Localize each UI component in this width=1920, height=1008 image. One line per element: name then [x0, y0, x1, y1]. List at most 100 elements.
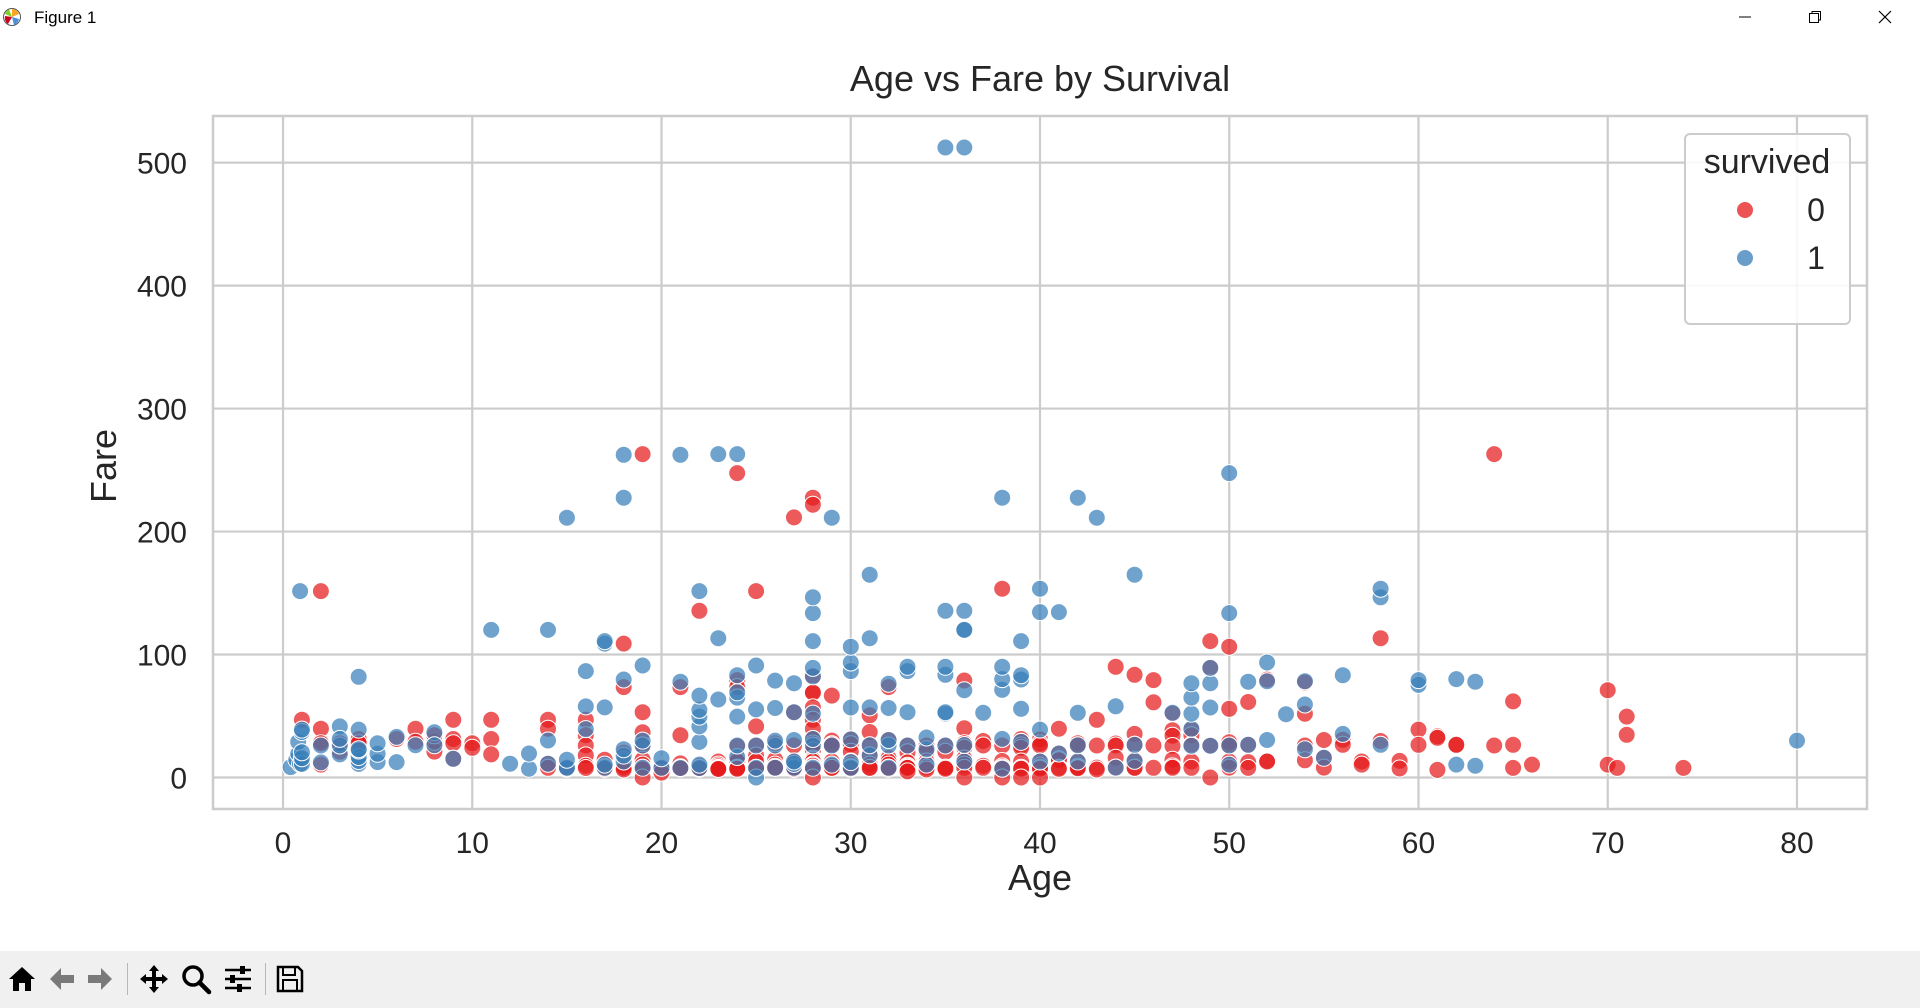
restore-icon: [1809, 11, 1821, 23]
zoom-button[interactable]: [178, 961, 214, 997]
home-icon: [9, 967, 35, 991]
scatter-point-survived-0: [1504, 692, 1523, 711]
legend-marker-1: [1736, 249, 1754, 267]
scatter-point-survived-0: [311, 582, 330, 601]
scatter-point-survived-1: [936, 657, 955, 676]
scatter-point-survived-1: [368, 734, 387, 753]
scatter-point-survived-0: [747, 582, 766, 601]
scatter-point-survived-0: [576, 759, 595, 777]
scatter-point-survived-1: [936, 601, 955, 620]
scatter-point-survived-1: [1012, 732, 1031, 751]
scatter-point-survived-1: [614, 445, 633, 464]
scatter-point-survived-1: [595, 632, 614, 651]
scatter-point-survived-0: [1049, 719, 1068, 738]
x-axis-label: Age: [1008, 857, 1072, 898]
scatter-point-survived-1: [803, 704, 822, 723]
configure-subplots-icon: [225, 966, 251, 992]
scatter-point-survived-0: [1201, 632, 1220, 651]
scatter-point-survived-1: [1788, 731, 1806, 750]
scatter-point-survived-1: [898, 703, 917, 722]
scatter-point-survived-1: [747, 700, 766, 719]
scatter-point-survived-1: [766, 731, 785, 750]
y-tick-label: 300: [137, 394, 187, 427]
scatter-point-survived-1: [690, 582, 709, 601]
scatter-point-survived-1: [1012, 632, 1031, 651]
x-tick-label: 0: [275, 827, 292, 860]
scatter-point-survived-1: [822, 736, 841, 755]
scatter-point-survived-1: [1125, 735, 1144, 754]
scatter-point-survived-1: [1295, 672, 1314, 691]
scatter-point-survived-1: [539, 731, 557, 750]
scatter-point-survived-0: [1144, 671, 1163, 690]
scatter-point-survived-1: [1031, 752, 1049, 771]
scatter-point-survived-1: [822, 755, 841, 774]
scatter-point-survived-1: [1258, 653, 1277, 672]
scatter-point-survived-0: [1608, 758, 1627, 777]
scatter-point-survived-1: [292, 743, 311, 762]
restore-button[interactable]: [1780, 0, 1850, 34]
legend: survived 0 1: [1684, 133, 1851, 325]
scatter-point-survived-1: [1068, 736, 1087, 755]
forward-button[interactable]: [82, 961, 118, 997]
scatter-point-survived-0: [633, 445, 652, 464]
scatter-point-survived-1: [841, 653, 860, 672]
navigation-toolbar: [0, 951, 1920, 1008]
scatter-point-survived-1: [1220, 604, 1239, 623]
scatter-point-survived-1: [841, 698, 860, 717]
scatter-point-survived-0: [1485, 445, 1504, 464]
scatter-point-survived-0: [1049, 759, 1068, 778]
back-button[interactable]: [44, 961, 80, 997]
scatter-point-survived-0: [955, 719, 974, 738]
scatter-point-survived-1: [1182, 736, 1201, 755]
scatter-point-survived-1: [292, 720, 311, 739]
scatter-point-survived-1: [671, 445, 690, 464]
scatter-point-survived-0: [1125, 665, 1144, 684]
scatter-point-survived-1: [709, 445, 728, 464]
scatter-point-survived-0: [1012, 768, 1031, 787]
save-button[interactable]: [272, 961, 308, 997]
home-button[interactable]: [4, 961, 40, 997]
scatter-point-survived-1: [1012, 699, 1031, 718]
scatter-point-survived-0: [1106, 657, 1125, 676]
scatter-point-survived-1: [898, 736, 917, 755]
chart-title: Age vs Fare by Survival: [850, 58, 1230, 99]
scatter-point-survived-0: [822, 686, 841, 705]
scatter-point-survived-0: [482, 710, 501, 729]
scatter-point-survived-1: [860, 698, 879, 717]
scatter-point-survived-0: [1371, 629, 1390, 648]
legend-marker-0: [1736, 201, 1754, 219]
save-disk-icon: [276, 965, 304, 993]
close-button[interactable]: [1850, 0, 1920, 34]
toolbar-separator: [265, 963, 266, 995]
scatter-point-survived-1: [1068, 488, 1087, 507]
scatter-point-survived-0: [1428, 728, 1447, 747]
scatter-point-survived-1: [860, 736, 879, 755]
scatter-point-survived-1: [690, 755, 709, 774]
scatter-point-survived-0: [936, 759, 955, 778]
scatter-point-survived-1: [1333, 724, 1352, 743]
scatter-point-survived-0: [1352, 755, 1371, 774]
scatter-point-survived-1: [557, 750, 576, 769]
scatter-point-survived-1: [747, 736, 766, 755]
scatter-point-survived-0: [1504, 735, 1523, 754]
x-tick-label: 20: [645, 827, 678, 860]
scatter-point-survived-1: [955, 736, 974, 754]
scatter-point-survived-1: [785, 674, 803, 693]
scatter-point-survived-1: [841, 753, 860, 772]
configure-subplots-button[interactable]: [220, 961, 256, 997]
scatter-point-survived-1: [1239, 735, 1258, 754]
scatter-point-survived-1: [1106, 697, 1125, 716]
pan-button[interactable]: [136, 961, 172, 997]
scatter-point-survived-0: [1617, 707, 1636, 726]
y-tick-label: 200: [137, 517, 187, 550]
scatter-point-survived-1: [1295, 695, 1314, 714]
legend-frame: [1684, 133, 1851, 325]
figure-canvas[interactable]: 0 10 20 30 40 50 60 70 80 0 100 200 300 400 500 Age vs…: [0, 34, 1920, 951]
scatter-point-survived-1: [1447, 670, 1466, 689]
scatter-point-survived-1: [1314, 748, 1333, 767]
scatter-point-survived-0: [1674, 758, 1693, 777]
scatter-point-survived-1: [803, 758, 822, 777]
minimize-button[interactable]: [1710, 0, 1780, 34]
scatter-point-survived-1: [841, 637, 860, 656]
scatter-point-survived-1: [785, 752, 803, 771]
